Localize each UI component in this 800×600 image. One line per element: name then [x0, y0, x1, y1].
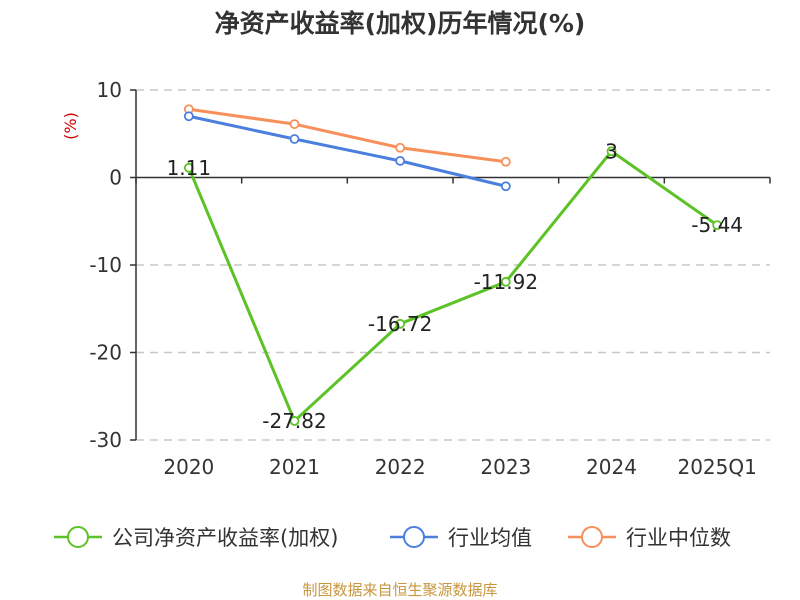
y-axis-unit-label: (%) [61, 112, 80, 140]
data-point [500, 276, 511, 287]
legend-label: 公司净资产收益率(加权) [112, 526, 338, 550]
data-label: -11.92 [474, 270, 538, 294]
data-point [183, 162, 194, 173]
y-tick-label: -10 [89, 253, 122, 277]
data-point [289, 416, 300, 426]
y-tick-label: -30 [89, 428, 122, 452]
y-tick-label: -20 [89, 341, 122, 365]
axes [130, 89, 771, 441]
x-tick-label: 2024 [586, 455, 637, 479]
x-axis-tick-labels: 2020 2021 2022 2023 2024 2025Q1 [163, 455, 756, 479]
source-note: 制图数据来自恒生聚源数据库 [302, 581, 497, 599]
data-point [395, 155, 406, 166]
data-point [500, 156, 511, 167]
legend-label: 行业中位数 [626, 526, 731, 550]
y-axis-tick-labels: 10 0 -10 -20 -30 [89, 78, 122, 452]
data-point [395, 318, 406, 329]
x-tick-label: 2022 [375, 455, 426, 479]
data-label: -5.44 [691, 213, 743, 237]
x-tick-label: 2025Q1 [677, 455, 756, 479]
series-line [187, 149, 719, 423]
data-label: -27.82 [262, 409, 326, 433]
data-point [395, 142, 406, 153]
data-point [183, 111, 194, 122]
legend: 公司净资产收益率(加权) 行业均值 行业中位数 [54, 526, 731, 550]
data-point [500, 181, 511, 192]
data-point [606, 146, 617, 157]
legend-marker [67, 526, 89, 548]
data-label: -16.72 [368, 312, 432, 336]
legend-marker [403, 526, 425, 548]
data-point [712, 220, 723, 231]
series-layer [183, 104, 723, 426]
chart-title: 净资产收益率(加权)历年情况(%) [215, 9, 586, 38]
x-tick-label: 2023 [480, 455, 531, 479]
series-line [187, 107, 508, 164]
data-label: 1.11 [167, 156, 212, 180]
data-point [289, 119, 300, 130]
data-labels: 1.11 -27.82 -16.72 -11.92 3 -5.44 [167, 139, 743, 433]
y-tick-label: 10 [97, 78, 122, 102]
data-label: 3 [605, 139, 618, 163]
data-point [289, 134, 300, 144]
gridlines [136, 89, 770, 441]
x-tick-label: 2020 [163, 455, 214, 479]
y-tick-label: 0 [109, 166, 122, 190]
legend-marker [581, 526, 603, 548]
legend-label: 行业均值 [448, 526, 532, 550]
x-tick-label: 2021 [269, 455, 320, 479]
series-line [187, 114, 508, 188]
